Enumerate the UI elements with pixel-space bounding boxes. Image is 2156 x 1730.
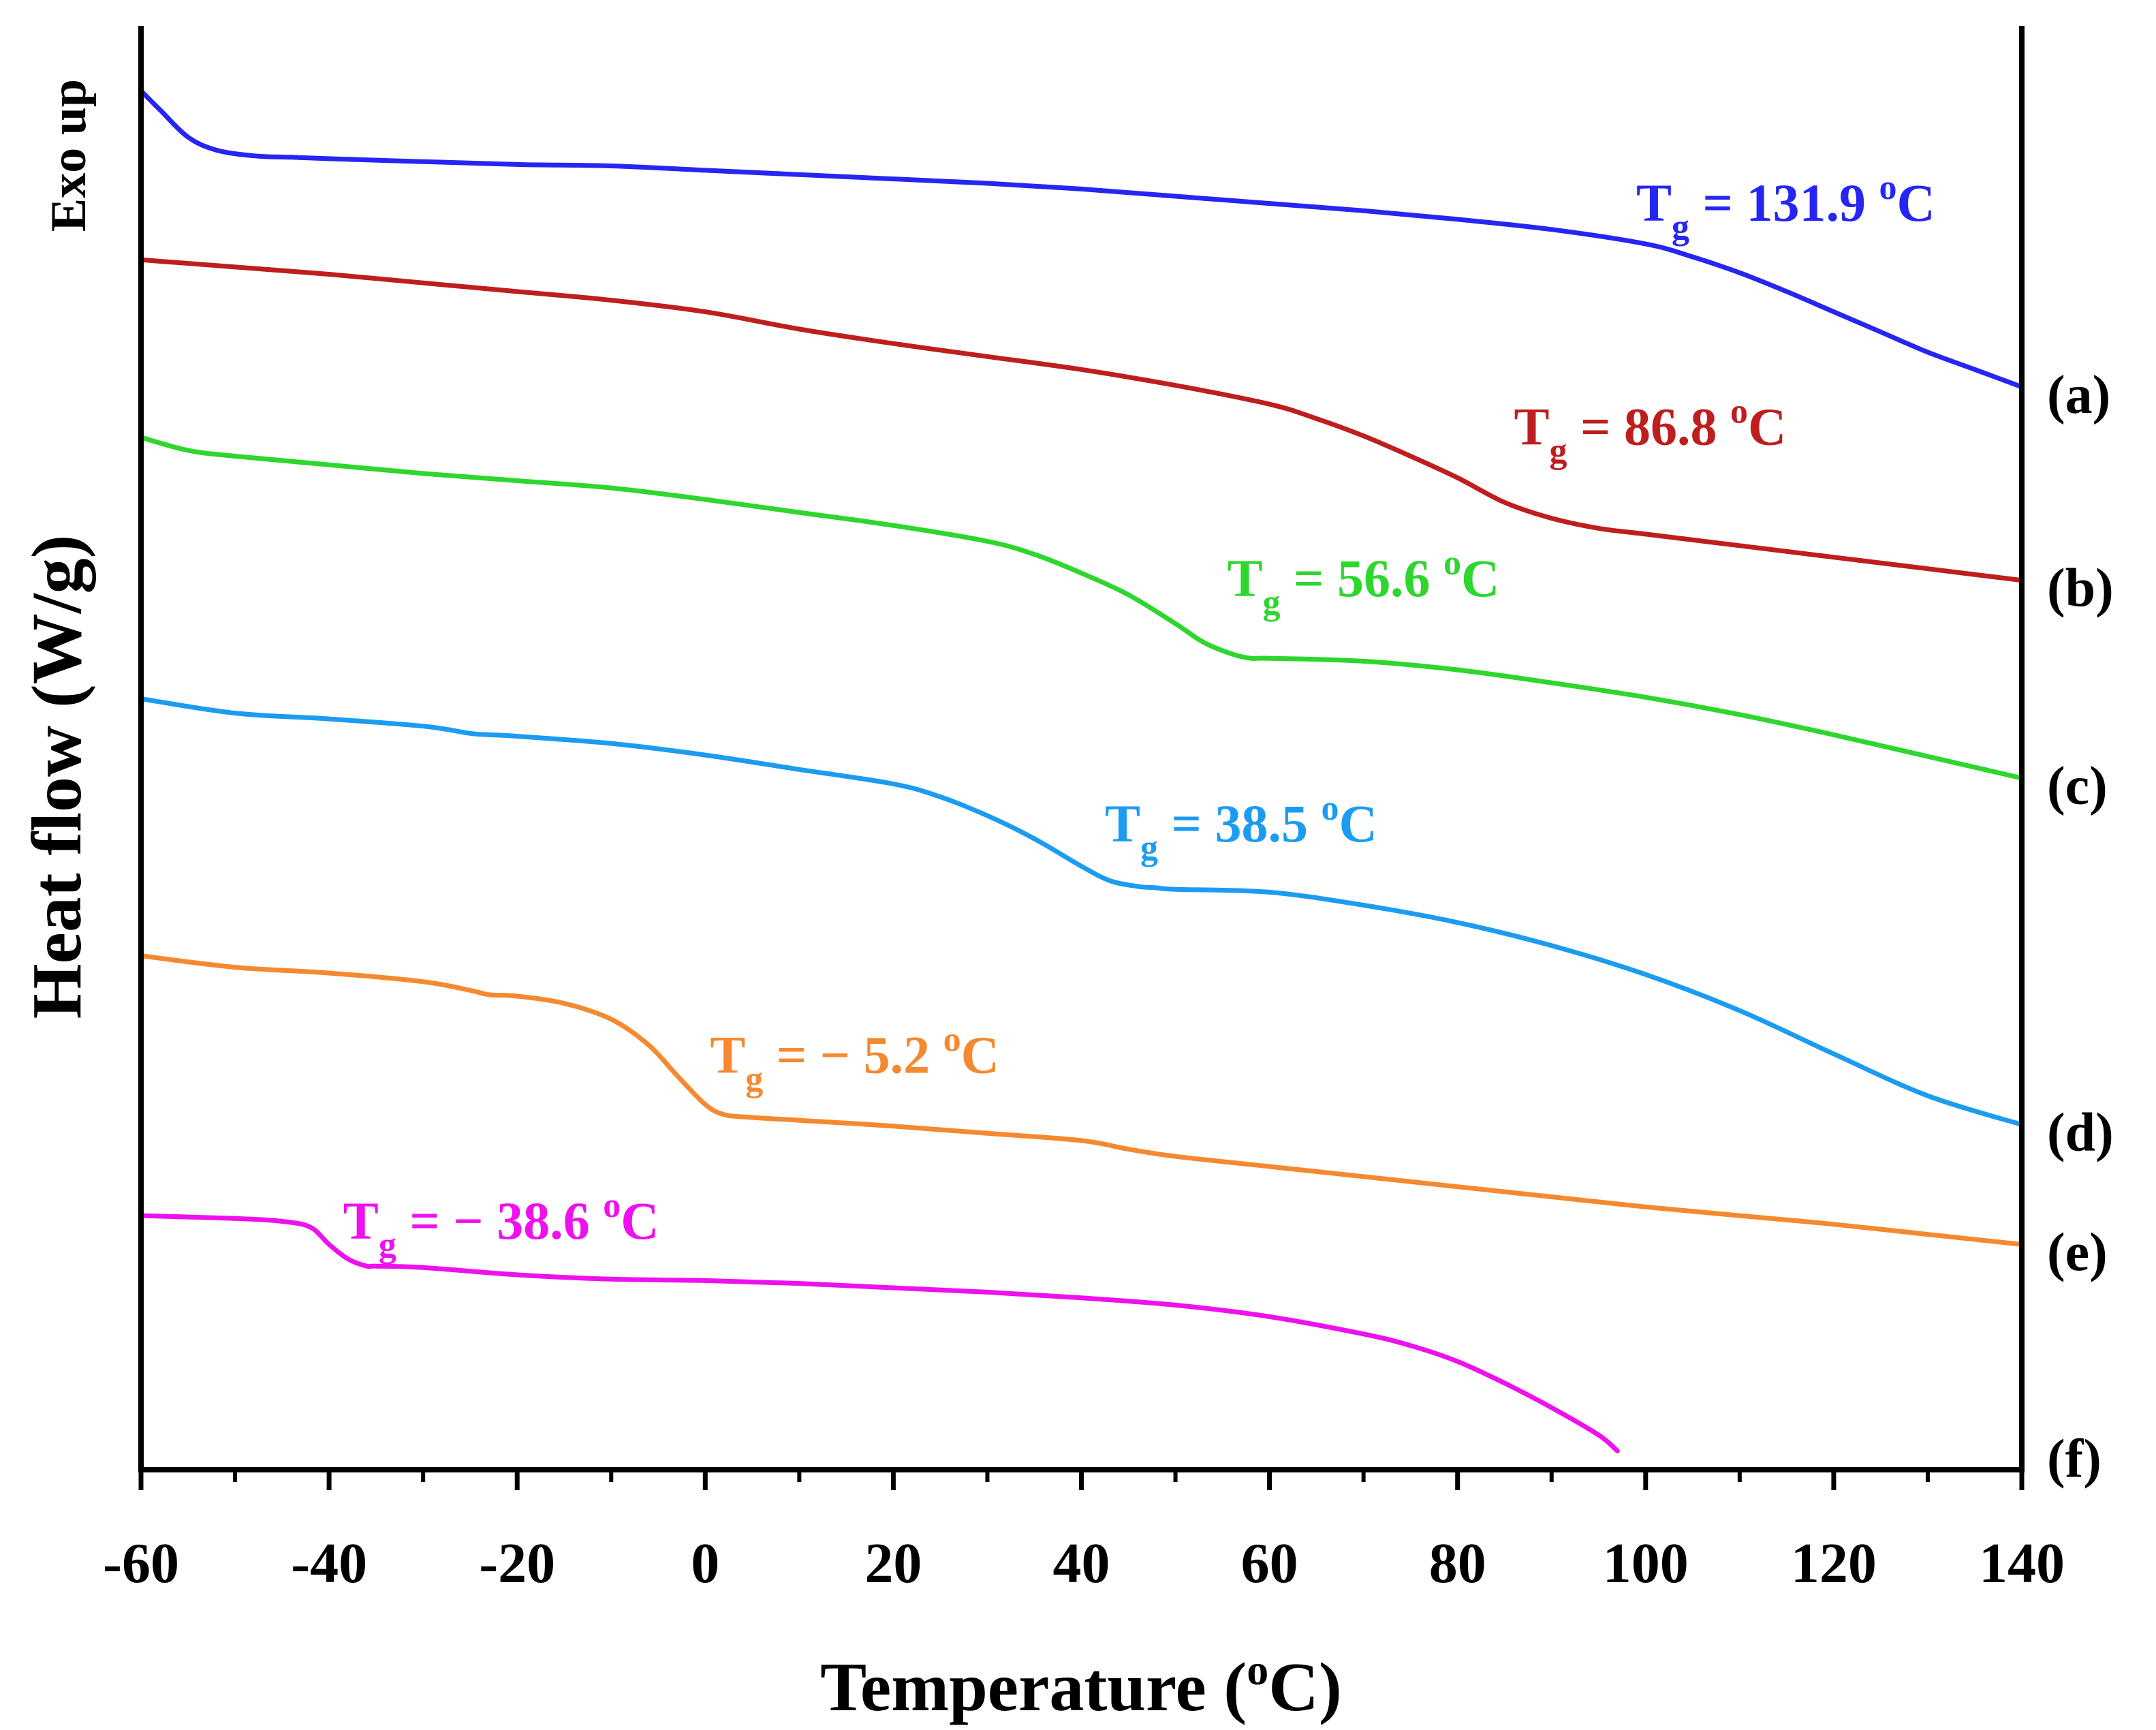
x-axis-title: Temperature (oC) xyxy=(820,1646,1342,1726)
x-tick-label: 0 xyxy=(691,1532,719,1595)
series-layer xyxy=(138,88,2025,1453)
series-line xyxy=(138,696,2025,1128)
series-letter-labels: (a) (b) (c) (d) (e) (f) xyxy=(2047,365,2114,1489)
tg-annotation: Tg = 38.5 oC xyxy=(1105,789,1377,867)
exo-up-label: Exo up xyxy=(41,79,97,232)
y-axis-title: Heat flow (W/g) xyxy=(18,535,96,1019)
series-letter-label: (c) xyxy=(2047,756,2108,816)
x-axis-tick-labels: -60 -40 -20 0 20 40 60 80 100 120 140 xyxy=(103,1532,2065,1595)
series-letter-label: (d) xyxy=(2047,1103,2114,1163)
x-tick-label: 80 xyxy=(1429,1532,1486,1595)
series-letter-label: (b) xyxy=(2047,559,2114,619)
x-tick-label: -40 xyxy=(291,1532,367,1595)
tg-annotation: Tg = − 5.2 oC xyxy=(710,1020,999,1098)
tg-annotation: Tg = − 38.6 oC xyxy=(343,1186,659,1265)
x-tick-label: -60 xyxy=(103,1532,179,1595)
tg-annotation: Tg = 56.6 oC xyxy=(1227,544,1499,622)
x-tick-label: 20 xyxy=(864,1532,922,1595)
series-line xyxy=(138,257,2025,583)
series-line xyxy=(138,1213,1620,1453)
series-letter-label: (a) xyxy=(2047,365,2110,425)
series-line xyxy=(138,953,2025,1247)
x-tick-label: 140 xyxy=(1979,1532,2065,1595)
series-letter-label: (e) xyxy=(2047,1222,2108,1282)
tg-annotation: Tg = 131.9 oC xyxy=(1636,168,1935,247)
x-tick-label: -20 xyxy=(479,1532,555,1595)
series-line xyxy=(138,435,2025,781)
x-tick-label: 40 xyxy=(1053,1532,1110,1595)
x-tick-label: 120 xyxy=(1791,1532,1877,1595)
series-line xyxy=(138,88,2025,390)
x-axis-ticks xyxy=(138,1470,2025,1490)
series-letter-label: (f) xyxy=(2047,1429,2102,1489)
x-tick-label: 60 xyxy=(1241,1532,1298,1595)
x-tick-label: 100 xyxy=(1603,1532,1689,1595)
tg-annotation: Tg = 86.8 oC xyxy=(1514,392,1787,471)
